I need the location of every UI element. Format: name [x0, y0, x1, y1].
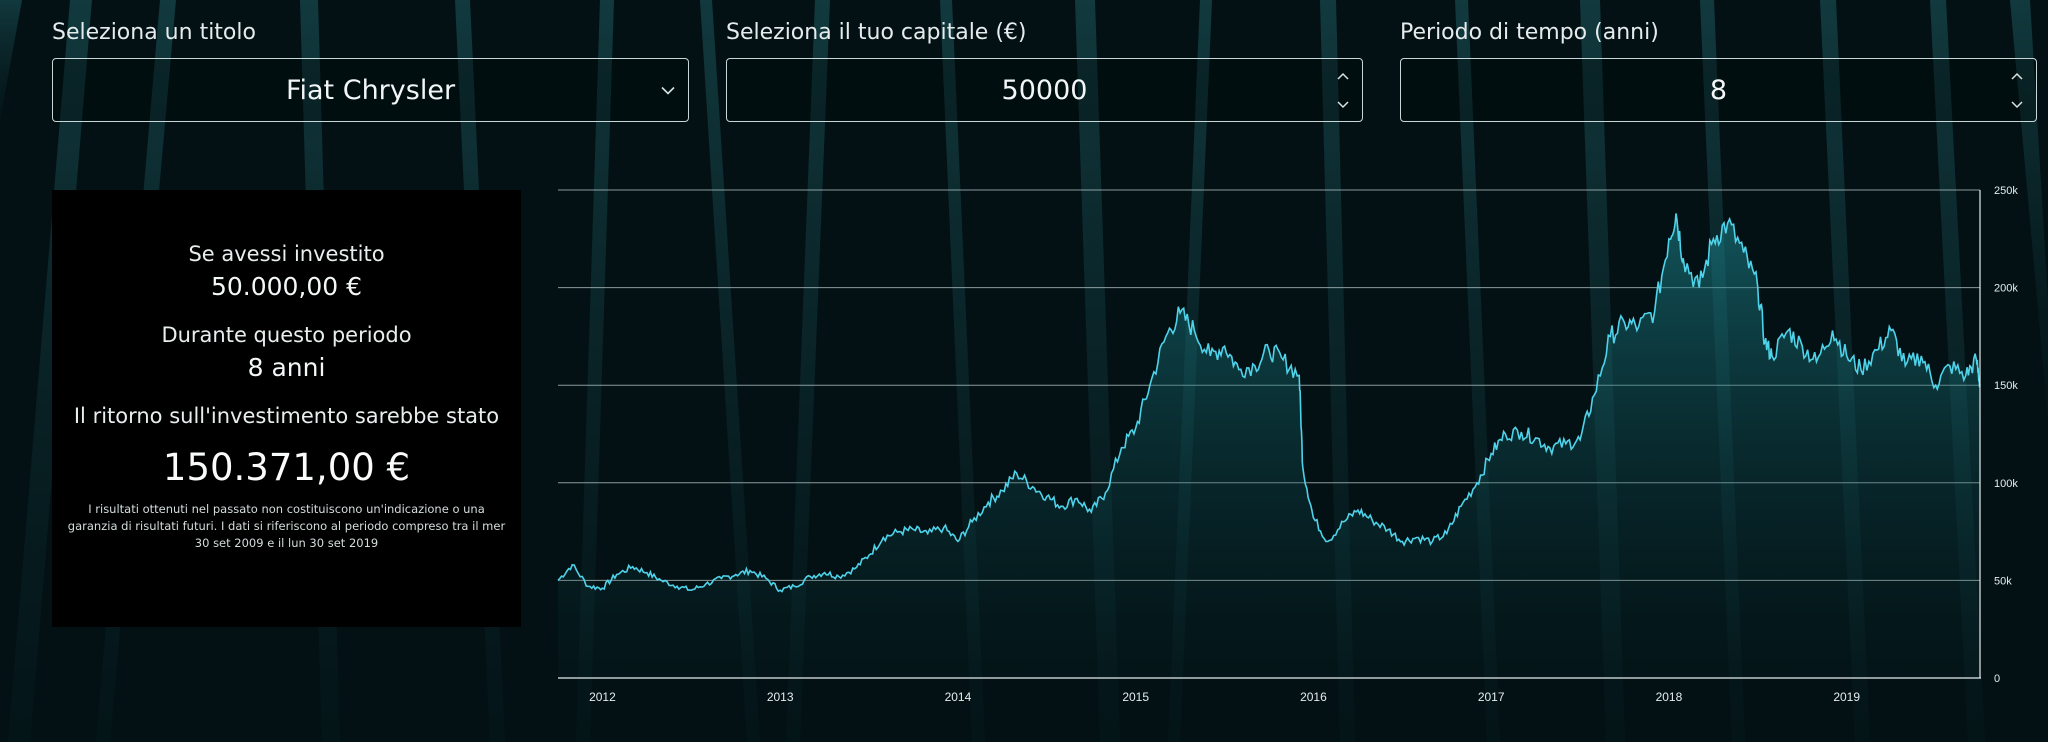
x-tick-label: 2018	[1656, 690, 1683, 704]
y-tick-label: 0	[1994, 673, 2000, 685]
result-panel: Se avessi investito 50.000,00 € Durante …	[52, 190, 521, 627]
period-summary-value: 8 anni	[247, 353, 326, 382]
x-tick-label: 2013	[767, 690, 794, 704]
y-tick-label: 200k	[1994, 283, 2018, 295]
chevron-up-icon[interactable]	[2008, 67, 2026, 85]
capital-input[interactable]: 50000	[726, 58, 1363, 122]
x-tick-label: 2019	[1833, 690, 1860, 704]
period-input-label: Periodo di tempo (anni)	[1400, 20, 1659, 45]
stock-select-value: Fiat Chrysler	[285, 74, 456, 106]
capital-input-label: Seleziona il tuo capitale (€)	[726, 20, 1027, 45]
stock-select[interactable]: Fiat Chrysler	[52, 58, 689, 122]
chevron-down-icon[interactable]	[660, 81, 676, 100]
chevron-down-icon[interactable]	[1334, 95, 1352, 113]
x-tick-label: 2015	[1122, 690, 1149, 704]
y-tick-label: 100k	[1994, 478, 2018, 490]
chevron-up-icon[interactable]	[1334, 67, 1352, 85]
y-tick-label: 150k	[1994, 380, 2018, 392]
invested-label: Se avessi investito	[188, 242, 385, 266]
series-line[interactable]	[557, 213, 1981, 593]
x-tick-label: 2012	[589, 690, 616, 704]
stock-select-label: Seleziona un titolo	[52, 20, 256, 45]
x-tick-label: 2014	[945, 690, 972, 704]
capital-input-value: 50000	[1001, 74, 1088, 106]
y-tick-label: 50k	[1994, 575, 2012, 587]
return-label: Il ritorno sull'investimento sarebbe sta…	[73, 404, 500, 428]
chevron-down-icon[interactable]	[2008, 95, 2026, 113]
series-area	[558, 213, 1980, 678]
period-input-value: 8	[1709, 74, 1728, 106]
invested-value: 50.000,00 €	[210, 272, 363, 301]
period-summary-label: Durante questo periodo	[161, 323, 412, 347]
y-tick-label: 250k	[1994, 185, 2018, 197]
return-value: 150.371,00 €	[162, 446, 411, 489]
x-tick-label: 2016	[1300, 690, 1327, 704]
x-tick-label: 2017	[1478, 690, 1505, 704]
disclaimer-text: I risultati ottenuti nel passato non cos…	[67, 502, 506, 550]
period-input[interactable]: 8	[1400, 58, 2037, 122]
